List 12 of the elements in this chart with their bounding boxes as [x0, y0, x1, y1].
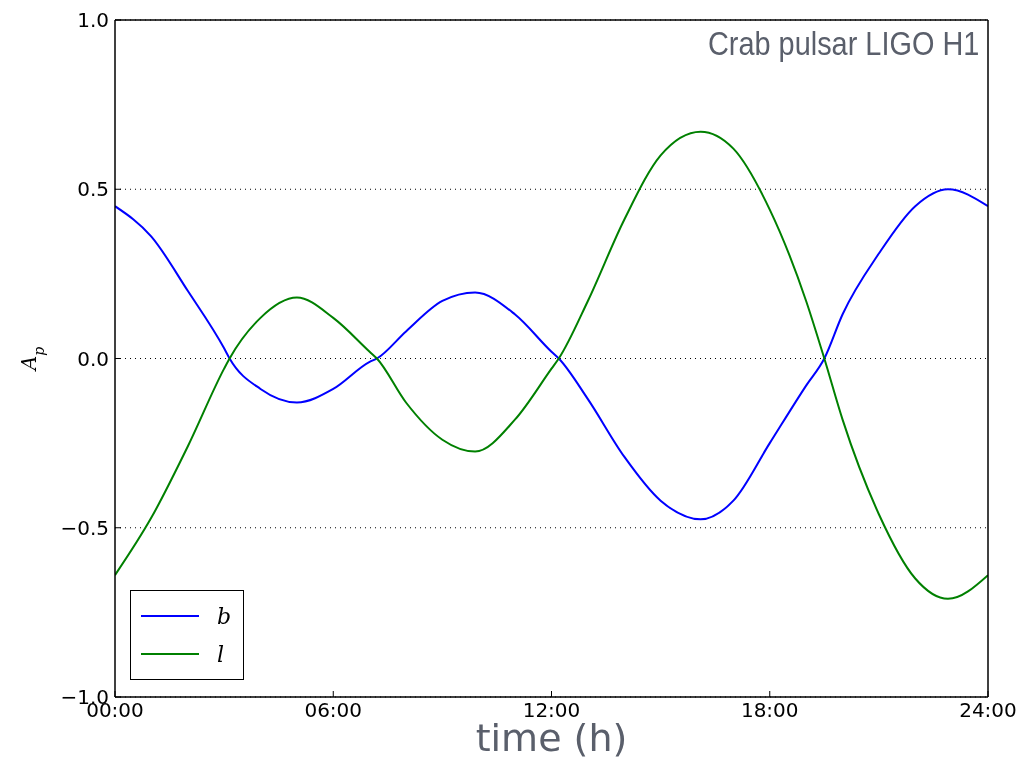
legend-label: b	[217, 603, 232, 629]
line-series	[115, 188, 988, 521]
legend-label: l	[217, 641, 225, 667]
chart-title: Crab pulsar LIGO H1	[707, 24, 979, 63]
x-tick-label: 24:00	[959, 698, 1017, 723]
x-tick-label: 06:00	[304, 698, 363, 723]
line-series	[115, 130, 988, 600]
y-tick-label: 1.0	[77, 8, 109, 33]
x-tick-label: 18:00	[740, 698, 799, 723]
y-tick-label: 0.0	[77, 346, 109, 371]
y-tick-label: −0.5	[60, 515, 109, 540]
y-tick-label: 0.5	[77, 177, 109, 202]
